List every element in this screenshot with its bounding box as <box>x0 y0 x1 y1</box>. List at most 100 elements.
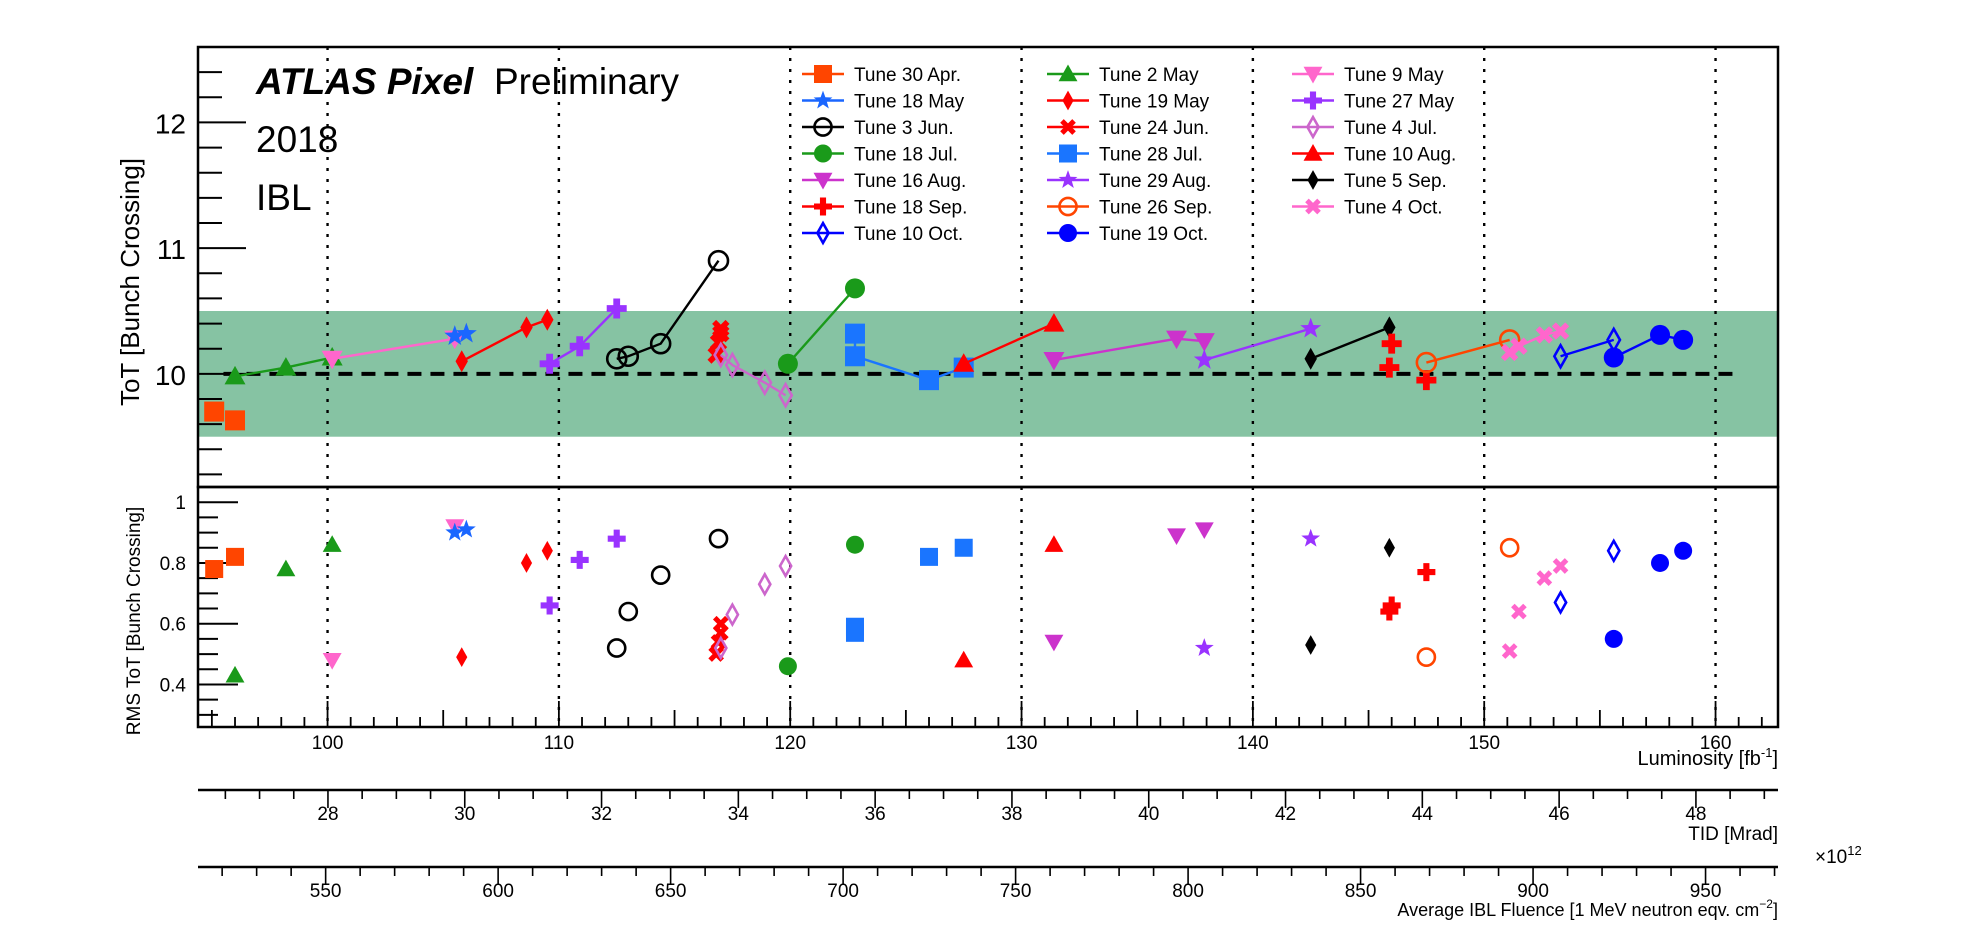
series-line <box>1560 338 1615 358</box>
rms-point <box>1044 535 1064 552</box>
rms-point <box>456 519 476 538</box>
legend-marker <box>814 65 832 83</box>
legend-entry: Tune 28 Jul. <box>1047 144 1203 166</box>
series-tot-12 <box>1043 330 1215 371</box>
x-axis-label-text: Luminosity [fb <box>1637 748 1760 770</box>
tot-point <box>204 401 225 422</box>
series-tot-15 <box>1379 333 1437 391</box>
legend-marker <box>813 172 833 190</box>
legend-entry: Tune 9 May <box>1292 65 1444 86</box>
series-rms-16 <box>1416 537 1520 667</box>
series-rms-1 <box>225 535 342 683</box>
legend-entry: Tune 10 Aug. <box>1292 144 1456 166</box>
legend-entry: Tune 24 Jun. <box>1047 118 1209 139</box>
series-tot-17 <box>1500 322 1570 362</box>
tot-point <box>1300 317 1322 338</box>
tot-point <box>777 353 798 374</box>
legend-marker <box>1062 90 1074 111</box>
legend-label: Tune 19 May <box>1099 92 1210 113</box>
atlas-label: ATLAS Pixel <box>255 61 474 102</box>
tot-point <box>539 353 560 374</box>
series-rms-12 <box>1044 522 1214 652</box>
series-rms-15 <box>1380 563 1436 621</box>
legend-marker <box>815 220 831 246</box>
fluence-multiplier-base: ×10 <box>1815 847 1847 868</box>
legend-marker <box>1305 114 1321 140</box>
rms-point <box>1674 541 1693 560</box>
legend-label: Tune 18 Sep. <box>854 198 967 219</box>
rms-point <box>520 553 533 573</box>
legend-label: Tune 26 Sep. <box>1099 198 1212 219</box>
tot-point <box>844 323 865 344</box>
tot-point <box>541 308 554 331</box>
rms-point <box>1651 553 1670 572</box>
rms-point <box>1301 528 1321 547</box>
legend-entry: Tune 30 Apr. <box>802 65 961 86</box>
y-tick-label: 0.6 <box>160 615 186 636</box>
tid-tick-label: 46 <box>1549 804 1570 825</box>
series-rms-2 <box>322 519 465 670</box>
y-tick-label: 0.4 <box>160 675 187 696</box>
rms-point <box>757 571 772 597</box>
rms-point <box>540 596 559 615</box>
tot-point <box>777 381 794 409</box>
tid-tick-label: 30 <box>454 804 475 825</box>
legend-entry: Tune 18 Jul. <box>802 144 958 166</box>
tot-point <box>605 347 628 370</box>
series-tot-6 <box>605 249 730 370</box>
legend-entry: Tune 29 Aug. <box>1047 170 1211 192</box>
series-rms-11 <box>954 535 1064 668</box>
legend-marker <box>814 197 832 216</box>
series-tot-0 <box>204 401 246 431</box>
fluence-tick-label: 550 <box>310 881 342 902</box>
fluence-tick-label: 650 <box>655 881 687 902</box>
legend-entry: Tune 19 Oct. <box>1047 224 1208 245</box>
rms-axis-label: RMS ToT [Bunch Crossing] <box>124 507 145 735</box>
series-tot-8 <box>713 341 794 409</box>
legend-label: Tune 18 Jul. <box>854 145 958 166</box>
rms-point <box>954 538 973 557</box>
series-line <box>963 322 1055 365</box>
legend-entry: Tune 16 Aug. <box>802 171 966 192</box>
series-line <box>1203 327 1312 362</box>
series-line <box>331 337 455 360</box>
rms-point <box>1536 570 1553 586</box>
tot-point <box>455 350 468 373</box>
legend-marker <box>1303 144 1323 161</box>
series-tot-13 <box>1193 317 1322 369</box>
rms-point <box>708 528 729 549</box>
rms-point <box>276 559 296 577</box>
tid-tick-label: 28 <box>317 804 338 825</box>
y-tick-label: 0.8 <box>160 554 186 575</box>
series-rms-5 <box>540 529 626 615</box>
rms-point <box>778 553 793 579</box>
legend-entry: Tune 27 May <box>1292 91 1455 113</box>
series-tot-14 <box>1304 316 1396 370</box>
legend-marker <box>1058 196 1078 217</box>
tot-point <box>1193 349 1215 369</box>
tot-point <box>713 341 729 369</box>
tot-panel: 10 11 12 ToT [Bunch Crossing] <box>115 45 1780 489</box>
legend-label: Tune 16 Aug. <box>854 171 966 192</box>
tot-point <box>844 278 865 299</box>
rms-point <box>541 540 553 561</box>
rms-point <box>1194 522 1214 539</box>
legend-label: Tune 27 May <box>1344 92 1455 113</box>
tot-point <box>844 346 865 367</box>
series-line <box>720 354 787 397</box>
tot-point <box>649 332 672 355</box>
rms-point <box>1553 589 1568 615</box>
series-rms-9 <box>778 535 864 676</box>
series-rms-8 <box>713 553 793 661</box>
legend-marker <box>1303 66 1323 84</box>
series-rms-3 <box>445 519 476 541</box>
y-tick-label: 10 <box>155 360 186 391</box>
tot-point <box>1304 347 1317 370</box>
legend-marker <box>1304 91 1322 110</box>
tid-axis-label: TID [Mrad] <box>1688 824 1778 845</box>
rms-point <box>225 665 245 683</box>
tid-tick-label: 32 <box>591 804 612 825</box>
detector-label: IBL <box>256 177 312 218</box>
tid-tick-label: 38 <box>1001 804 1022 825</box>
